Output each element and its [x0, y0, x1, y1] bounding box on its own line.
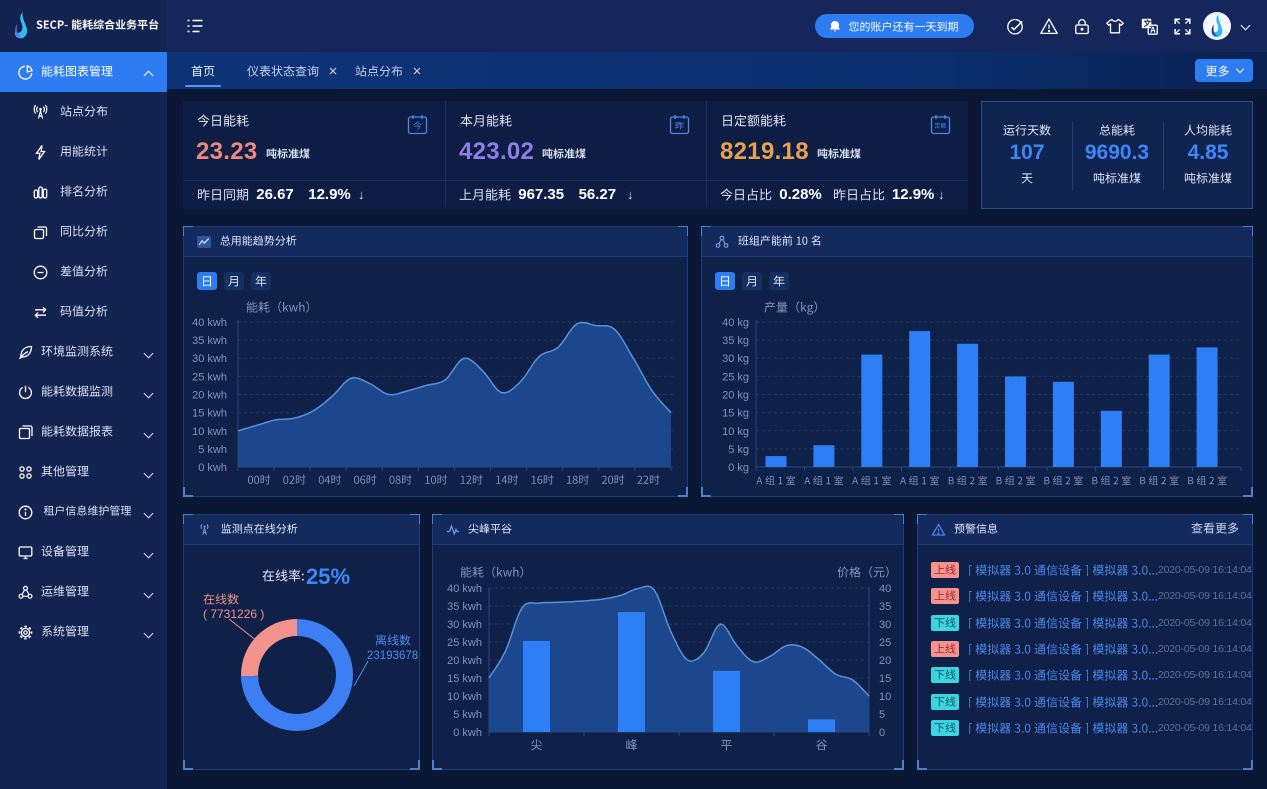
- svg-text:35 kwh: 35 kwh: [192, 335, 227, 347]
- svg-text:40 kwh: 40 kwh: [192, 317, 227, 329]
- svg-text:35 kg: 35 kg: [722, 335, 749, 347]
- svg-text:30 kwh: 30 kwh: [192, 353, 227, 365]
- svg-text:25: 25: [879, 637, 891, 649]
- svg-text:0 kwh: 0 kwh: [453, 727, 482, 739]
- svg-text:35 kwh: 35 kwh: [447, 601, 482, 613]
- svg-text:40 kg: 40 kg: [722, 317, 749, 329]
- svg-text:10: 10: [879, 691, 891, 703]
- svg-text:30: 30: [879, 619, 891, 631]
- svg-text:5: 5: [879, 709, 885, 721]
- svg-text:40: 40: [879, 583, 891, 595]
- svg-text:15 kwh: 15 kwh: [447, 673, 482, 685]
- svg-text:15 kwh: 15 kwh: [192, 408, 227, 420]
- svg-text:5 kwh: 5 kwh: [198, 444, 227, 456]
- svg-text:25 kg: 25 kg: [722, 371, 749, 383]
- svg-text:10 kwh: 10 kwh: [192, 426, 227, 438]
- svg-text:20 kg: 20 kg: [722, 390, 749, 402]
- svg-text:5 kg: 5 kg: [728, 444, 749, 456]
- svg-text:0 kg: 0 kg: [728, 462, 749, 474]
- svg-text:5 kwh: 5 kwh: [453, 709, 482, 721]
- svg-text:20 kwh: 20 kwh: [447, 655, 482, 667]
- svg-text:0 kwh: 0 kwh: [198, 462, 227, 474]
- svg-text:20 kwh: 20 kwh: [192, 390, 227, 402]
- svg-text:30 kg: 30 kg: [722, 353, 749, 365]
- svg-text:0: 0: [879, 727, 885, 739]
- svg-text:10 kwh: 10 kwh: [447, 691, 482, 703]
- svg-text:15: 15: [879, 673, 891, 685]
- svg-text:20: 20: [879, 655, 891, 667]
- svg-text:40 kwh: 40 kwh: [447, 583, 482, 595]
- svg-text:35: 35: [879, 601, 891, 613]
- svg-text:25 kwh: 25 kwh: [447, 637, 482, 649]
- svg-text:10 kg: 10 kg: [722, 426, 749, 438]
- svg-text:25 kwh: 25 kwh: [192, 371, 227, 383]
- svg-text:30 kwh: 30 kwh: [447, 619, 482, 631]
- svg-text:15 kg: 15 kg: [722, 408, 749, 420]
